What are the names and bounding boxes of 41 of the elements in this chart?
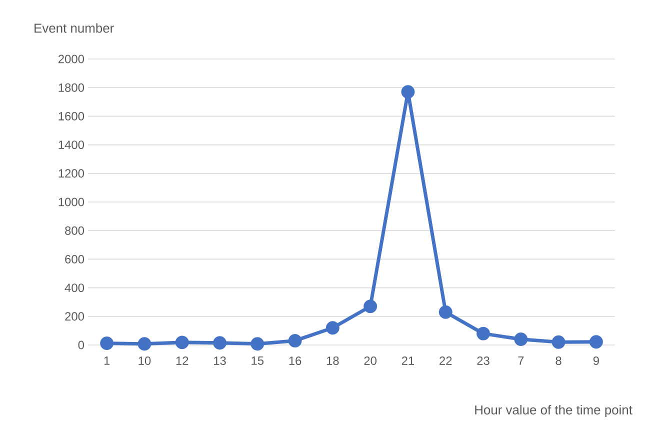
x-tick-label: 15 [252,356,264,365]
x-tick-label: 10 [138,356,151,365]
point [438,305,452,319]
x-tick-label: 22 [440,356,452,365]
x-tick-label: 9 [593,356,599,365]
point [552,335,566,349]
point [514,332,528,346]
x-tick-label: 12 [176,356,188,365]
x-tick-label: 21 [402,356,414,365]
x-tick-label: 16 [289,356,302,365]
point [175,336,189,350]
y-tick-label: 800 [65,226,84,235]
y-tick-label: 1200 [58,169,84,178]
y-tick-label: 1800 [58,83,84,92]
point [250,337,264,351]
point [100,336,114,350]
y-tick-label: 200 [65,312,84,321]
y-tick-label: 1000 [58,198,84,206]
point [476,326,490,340]
y-tick-label: 400 [64,284,84,292]
y-axis-title: Event number [34,23,114,33]
x-tick-label: 18 [326,356,339,365]
y-tick-label: 2000 [58,54,84,64]
point [213,336,226,350]
y-tick-label: 1600 [58,112,84,120]
x-tick-label: 13 [214,356,226,365]
x-tick-label: 20 [364,356,377,365]
x-tick-label: 1 [104,356,110,365]
point [326,321,340,335]
x-axis-title: Hour value of the time point [475,404,632,418]
x-tick-label: 7 [518,356,524,365]
y-tick-label: 600 [65,254,84,264]
point [401,85,415,99]
y-tick-label: 0 [78,340,84,350]
x-tick-label: 23 [477,356,490,365]
point [589,335,603,349]
x-tick-label: 8 [556,356,562,365]
point [364,300,378,314]
point [288,334,302,348]
y-tick-label: 1400 [58,140,84,150]
point [138,337,152,351]
